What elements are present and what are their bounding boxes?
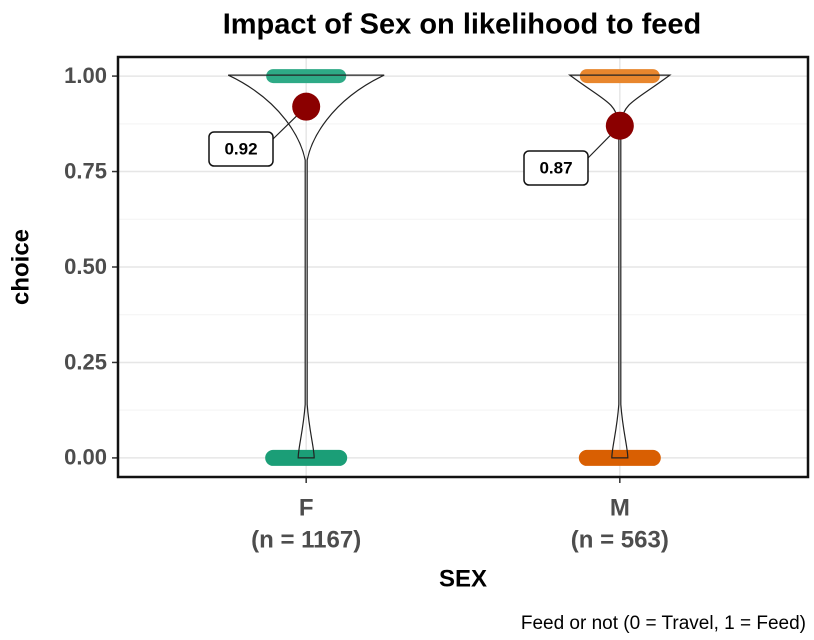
y-axis-label: choice [7, 229, 34, 305]
mean-point [605, 111, 634, 140]
data-label: 0.87 [539, 158, 572, 177]
chart-title: Impact of Sex on likelihood to feed [223, 9, 702, 41]
x-tick-label: M [610, 494, 630, 521]
y-tick-label: 0.50 [64, 254, 107, 279]
x-tick-sublabel: (n = 1167) [251, 526, 361, 553]
y-tick-label: 1.00 [64, 63, 107, 88]
y-tick-label: 0.75 [64, 158, 107, 183]
label-box [523, 150, 589, 186]
violin [568, 74, 672, 459]
data-label: 0.92 [224, 139, 257, 158]
x-tick-label: F [299, 494, 314, 521]
panel-border [116, 55, 810, 479]
x-axis-label: SEX [439, 565, 487, 592]
x-tick-sublabel: (n = 563) [571, 526, 669, 553]
label-box [208, 131, 274, 167]
caption: Feed or not (0 = Travel, 1 = Feed) [521, 613, 806, 634]
violin [227, 74, 385, 459]
y-tick-label: 0.25 [64, 349, 107, 374]
mean-point [292, 92, 321, 121]
y-tick-label: 0.00 [64, 445, 107, 470]
